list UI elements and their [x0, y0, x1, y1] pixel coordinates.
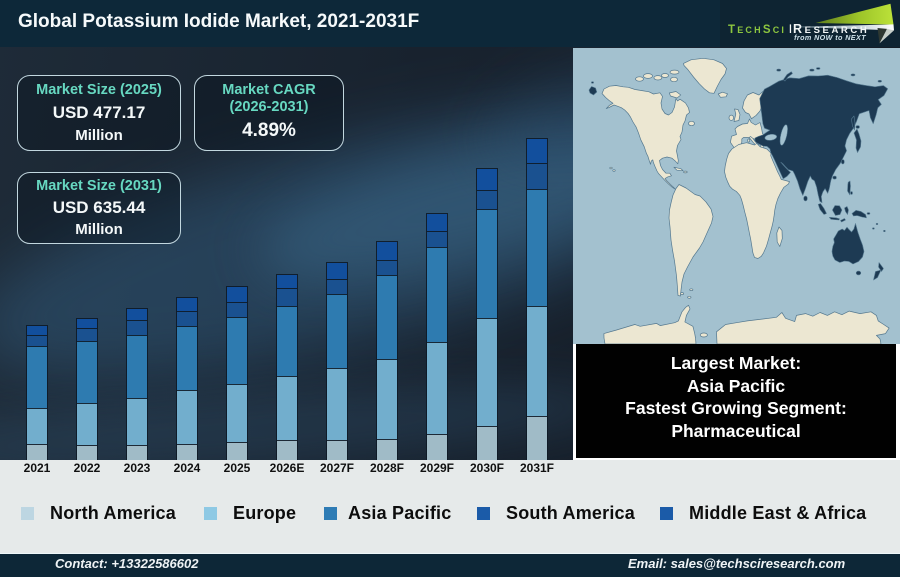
svg-text:from NOW to NEXT: from NOW to NEXT	[794, 33, 866, 42]
svg-text:RESEARCH: RESEARCH	[793, 22, 869, 36]
svg-text:TECHSCI: TECHSCI	[728, 24, 786, 36]
